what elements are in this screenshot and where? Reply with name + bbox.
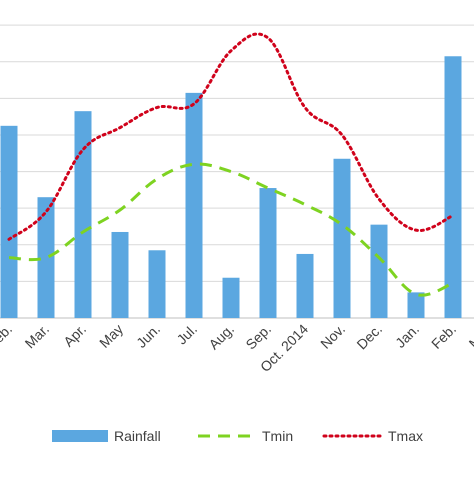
x-tick-label: Jun. (133, 321, 163, 351)
x-tick-label: May (96, 321, 126, 351)
legend-label-rainfall: Rainfall (114, 428, 161, 444)
x-tick-label: Jan. (392, 321, 422, 351)
legend-item-rainfall: Rainfall (52, 428, 161, 444)
legend-swatch-rainfall (52, 430, 108, 442)
rainfall-bar (444, 56, 462, 319)
rainfall-bars (0, 56, 462, 319)
rainfall-bar (74, 111, 92, 319)
rainfall-bar (259, 188, 277, 318)
gridlines (0, 24, 474, 319)
tmin-line (8, 162, 454, 297)
rainfall-bar (111, 231, 129, 318)
x-tick-labels: Feb. Mar. Apr. May Jun. Jul. Aug. Sep.Oct. 2014… (0, 321, 474, 375)
x-tick-label: Mar. (22, 321, 53, 352)
x-tick-label: Sep. (242, 321, 274, 353)
rainfall-bar (370, 224, 388, 318)
legend-item-tmax: Tmax (322, 428, 423, 444)
legend: Rainfall Tmin Tmax (52, 428, 423, 444)
x-tick-label: Feb. (428, 321, 459, 352)
rainfall-bar (222, 277, 240, 318)
temperature-lines (7, 32, 455, 297)
x-tick-label: Aug. (205, 321, 237, 353)
x-tick-label: Nov. (317, 321, 348, 352)
x-tick-label: Apr. (60, 321, 89, 350)
legend-item-tmin: Tmin (198, 428, 293, 444)
legend-label-tmax: Tmax (388, 428, 423, 444)
rainfall-bar (407, 292, 425, 318)
rainfall-bar (148, 250, 166, 318)
rainfall-bar (333, 158, 351, 318)
rainfall-bar (185, 92, 203, 318)
x-tick-label: Mar. (466, 321, 474, 352)
rainfall-bar (0, 125, 18, 319)
rainfall-bar (37, 197, 55, 318)
x-tick-label: Dec. (353, 321, 385, 353)
tmax-line (7, 32, 455, 241)
rainfall-bar (296, 253, 314, 318)
legend-label-tmin: Tmin (262, 428, 293, 444)
x-tick-label: Jul. (173, 321, 200, 348)
x-tick-label: Feb. (0, 321, 15, 352)
